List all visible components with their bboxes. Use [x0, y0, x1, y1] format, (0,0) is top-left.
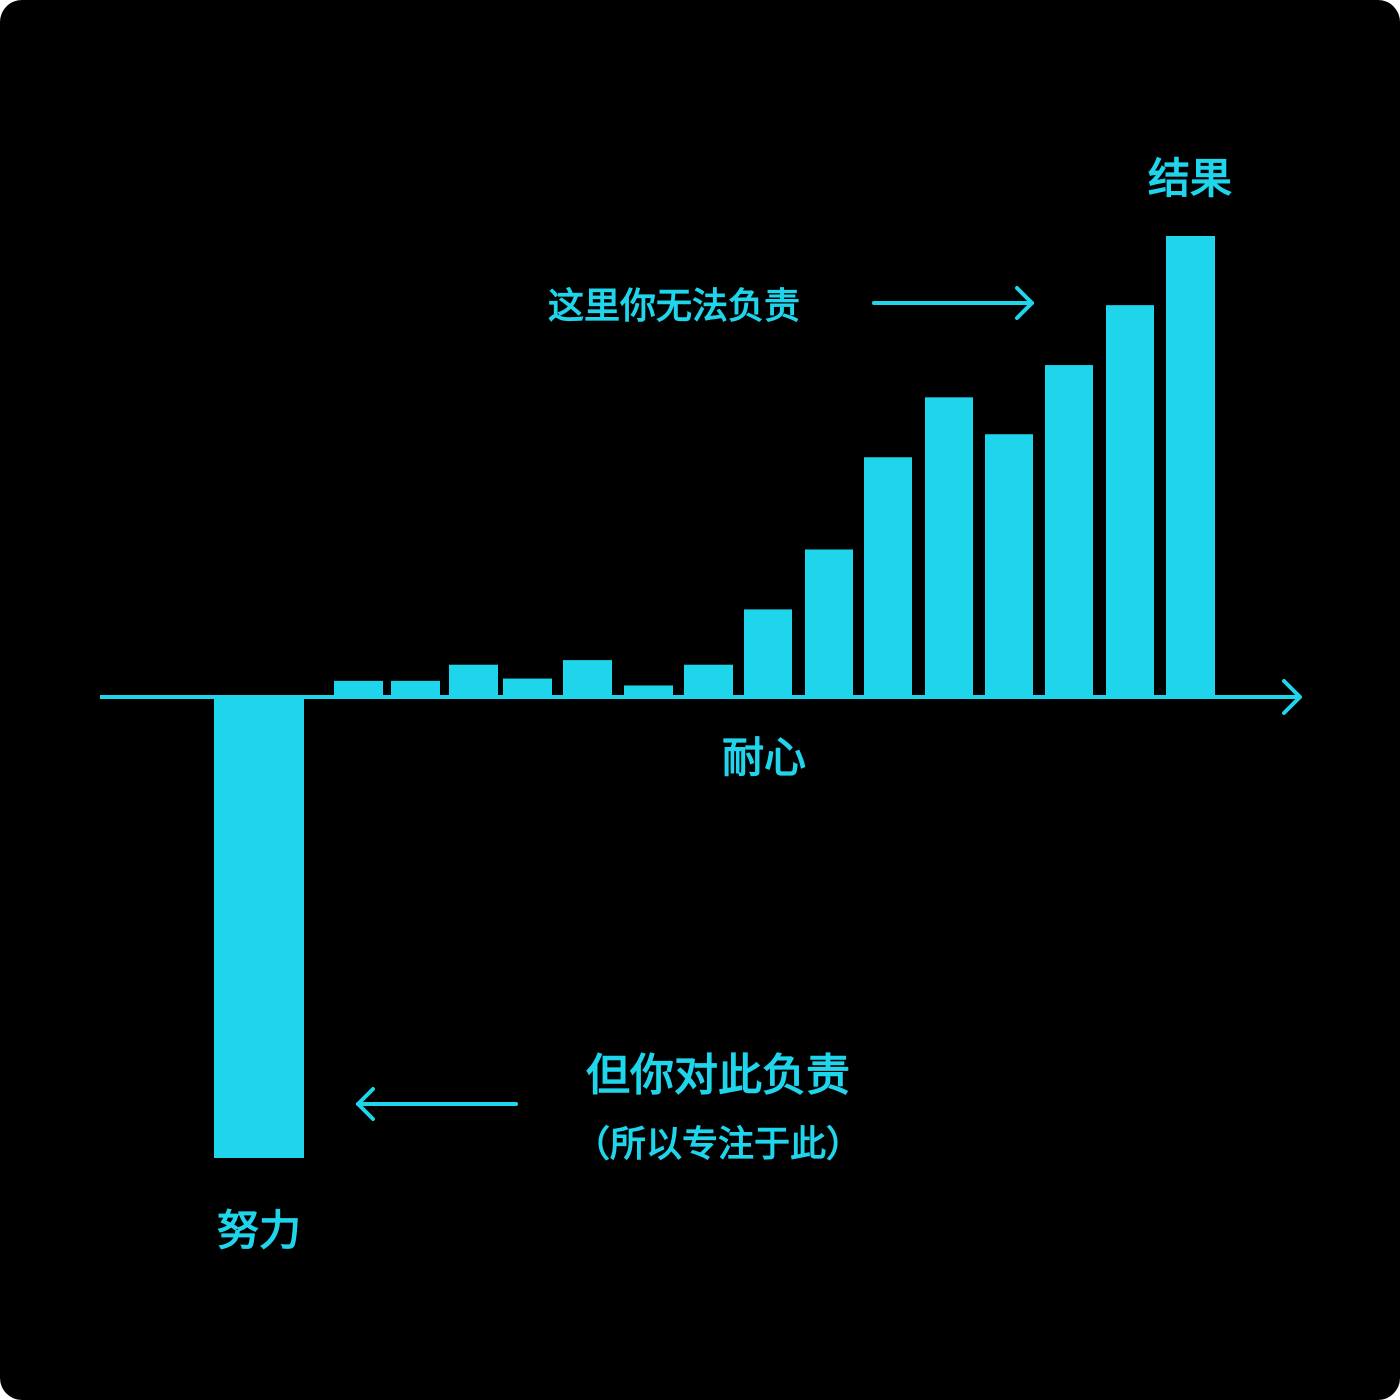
- bar-9: [744, 609, 792, 697]
- bar-4: [449, 664, 498, 697]
- bar-5: [503, 678, 552, 697]
- bar-13: [985, 434, 1033, 697]
- x-axis-label: 耐心: [722, 733, 806, 782]
- x-axis-arrowhead: [1282, 679, 1302, 715]
- annotation-bottom-arrowhead: [356, 1087, 375, 1121]
- bars-group: [214, 236, 1215, 1158]
- bar-6: [563, 660, 612, 697]
- bar-1: [214, 697, 304, 1158]
- bar-8: [684, 664, 733, 697]
- annotation-bottom-line1: 但你对此负责: [586, 1050, 850, 1101]
- last-bar-label: 结果: [1148, 154, 1232, 203]
- bar-14: [1045, 365, 1093, 697]
- bar-15: [1106, 305, 1154, 697]
- bar-10: [805, 549, 853, 697]
- bar-2: [334, 680, 383, 697]
- annotation-top-text: 这里你无法负责: [548, 286, 800, 327]
- bar-16: [1166, 236, 1215, 697]
- annotation-top-arrowhead: [1015, 286, 1034, 320]
- bar-11: [864, 457, 912, 697]
- first-bar-label: 努力: [217, 1206, 301, 1255]
- bar-3: [391, 680, 440, 697]
- annotation-bottom-line2: （所以专注于此）: [574, 1124, 862, 1165]
- bar-7: [624, 685, 673, 697]
- bar-12: [925, 397, 973, 697]
